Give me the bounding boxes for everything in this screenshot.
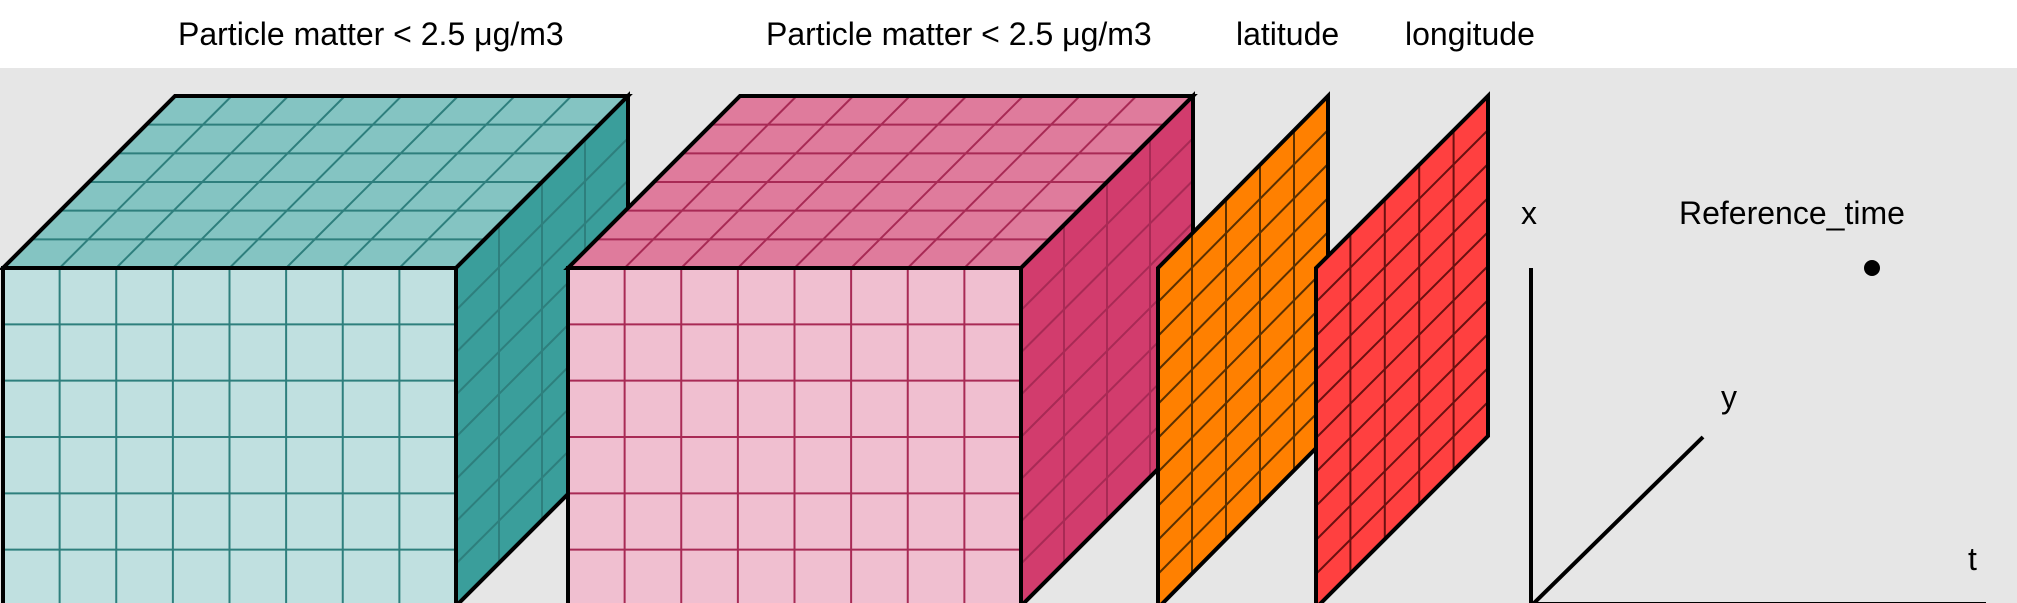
latitude-slab-gridline	[1157, 367, 1329, 541]
cube1-side-face-gridline	[455, 137, 629, 311]
reference-time-label: Reference_time	[1679, 195, 1905, 231]
cube1-label: Particle matter < 2.5 μg/m3	[178, 16, 564, 52]
longitude-label: longitude	[1405, 16, 1535, 52]
latitude-label: latitude	[1236, 16, 1340, 52]
cube2-label: Particle matter < 2.5 μg/m3	[766, 16, 1152, 52]
header-strip	[0, 0, 2017, 68]
t-axis-label: t	[1968, 541, 1977, 577]
cube2-side-face-gridline	[1020, 179, 1194, 354]
latitude-grid	[1156, 91, 1330, 603]
pm25-cube-2	[563, 91, 1198, 603]
reference-time-point	[1864, 260, 1880, 276]
latitude-slab-gridline	[1157, 401, 1329, 575]
longitude-slab-gridline	[1315, 333, 1489, 507]
cube2-side-face-gridline	[1020, 137, 1194, 311]
latitude-slab-gridline	[1157, 299, 1329, 473]
latitude-slab-gridline	[1157, 197, 1329, 371]
cube1-front-face-outline	[1, 266, 458, 603]
longitude-slab-fill	[1316, 96, 1488, 603]
longitude-slab-gridline	[1315, 401, 1489, 575]
cube2-side-face-gridline	[1020, 222, 1194, 396]
latitude-slab-gridline	[1157, 129, 1329, 303]
y-axis-label: y	[1721, 379, 1737, 415]
latitude-slab-gridline	[1157, 333, 1329, 507]
longitude-slab-gridline	[1315, 299, 1489, 473]
longitude-slab-gridline	[1315, 265, 1489, 439]
y-axis-line	[1531, 435, 1705, 603]
latitude-slab-gridline	[1157, 265, 1329, 439]
cube2-front-face-outline	[566, 266, 1023, 603]
longitude-slab-outline	[1314, 91, 1490, 603]
latitude-slab-gridline	[1157, 231, 1329, 405]
latitude-slab-gridline	[1157, 163, 1329, 337]
longitude-slab-gridline	[1315, 163, 1489, 337]
longitude-slab-gridline	[1315, 129, 1489, 303]
longitude-grid	[1314, 91, 1490, 603]
longitude-slab-gridline	[1315, 367, 1489, 541]
cube1-side-face-gridline	[455, 179, 629, 354]
axes-diagram: x y t Reference_time	[1521, 195, 1986, 603]
pm25-cube-1	[0, 91, 633, 603]
x-axis-label: x	[1521, 195, 1537, 231]
longitude-slab-gridline	[1315, 197, 1489, 371]
longitude-slab-gridline	[1315, 231, 1489, 405]
